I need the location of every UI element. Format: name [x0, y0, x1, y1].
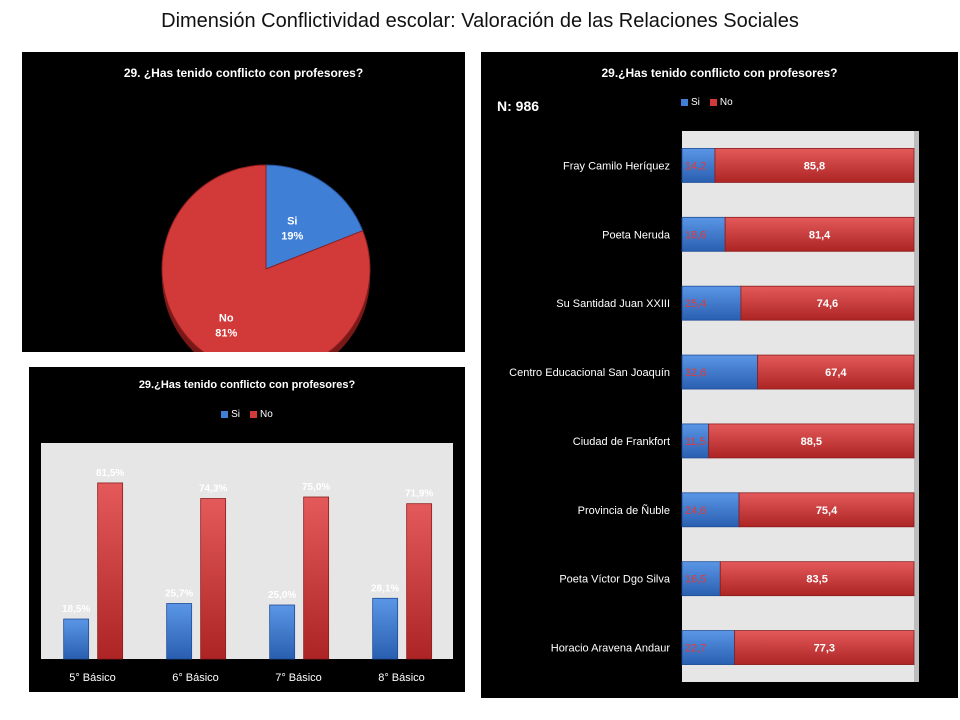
grade-chart-legend: Si No: [29, 409, 465, 420]
bar-no-2: [200, 498, 227, 660]
bar-no-3: [740, 285, 915, 321]
grade-tick-label: 5° Básico: [69, 672, 116, 684]
bar-no-4: [406, 503, 433, 660]
grade-tick-label: 6° Básico: [172, 672, 219, 684]
pie-chart-title: 29. ¿Has tenido conflicto con profesores…: [123, 66, 364, 80]
school-category-label: Ciudad de Frankfort: [573, 436, 670, 448]
school-bar-chart: 14,2 85,8 Fray Camilo Heríquez 18,6 81,4 Poet…: [509, 131, 919, 682]
legend-swatch-no: [709, 99, 717, 106]
bar-si-3: [681, 285, 742, 321]
pie-value-si: 19%: [281, 230, 303, 242]
legend-label-no: No: [260, 409, 273, 420]
bar-value-si-3: 25,0%: [268, 590, 296, 601]
school-category-label: Poeta Neruda: [602, 229, 671, 241]
bar-si-6: [681, 492, 740, 528]
bar-si-2: [166, 603, 193, 660]
school-category-label: Poeta Víctor Dgo Silva: [559, 574, 671, 586]
sample-size-label: N: 986: [497, 98, 540, 114]
bar-si-1: [681, 148, 716, 183]
school-category-label: Centro Educacional San Joaquín: [509, 367, 670, 379]
school-category-label: Fray Camilo Heríquez: [563, 160, 670, 172]
bar-value-no-2: 74,3%: [199, 484, 227, 495]
bar-si-4: [372, 597, 399, 660]
school-category-label: Su Santidad Juan XXIII: [556, 298, 670, 310]
school-plot-side: [914, 131, 919, 682]
school-chart-title: 29.¿Has tenido conflicto con profesores?: [601, 66, 838, 80]
grade-chart-title: 29.¿Has tenido conflicto con profesores?: [138, 379, 356, 391]
grade-bar-chart: 18,5% 81,5% 5° Básico 25,7% 74,3% 6° Básico 25…: [41, 443, 453, 684]
bar-value-no-1: 85,8: [804, 160, 825, 172]
grade-tick-label: 8° Básico: [378, 672, 425, 684]
legend-label-no: No: [719, 97, 733, 108]
legend-label-si: Si: [231, 409, 241, 420]
school-bar-chart-panel: 29.¿Has tenido conflicto con profesores?…: [481, 52, 958, 698]
legend-swatch-si: [681, 99, 688, 106]
bar-si-4: [681, 354, 759, 390]
legend-item-si: Si: [221, 409, 240, 420]
legend-swatch-no: [250, 411, 258, 418]
bar-value-si-4: 32,6: [685, 367, 706, 379]
bar-si-8: [681, 630, 736, 665]
bar-no-2: [724, 216, 915, 252]
pie-chart-panel: 29. ¿Has tenido conflicto con profesores…: [22, 52, 465, 352]
bar-no-8: [734, 630, 915, 665]
bar-si-2: [681, 216, 726, 252]
bar-value-si-6: 24,6: [685, 505, 706, 517]
bar-value-no-5: 88,5: [801, 436, 822, 448]
bar-no-7: [719, 561, 915, 597]
legend-item-si: Si: [681, 97, 700, 108]
grade-tick-label: 7° Básico: [275, 672, 322, 684]
legend-item-no: No: [709, 97, 733, 108]
bar-no-5: [708, 423, 915, 459]
bar-value-no-3: 75,0%: [302, 482, 330, 493]
bar-value-si-5: 11,5: [685, 436, 706, 448]
bar-value-si-7: 16,5: [685, 574, 706, 586]
bar-no-4: [757, 354, 915, 390]
bar-value-no-4: 71,9%: [405, 489, 433, 500]
bar-value-si-2: 25,7%: [165, 588, 193, 599]
legend-swatch-si: [221, 411, 229, 418]
bar-value-si-4: 28,1%: [371, 583, 399, 594]
bar-si-7: [681, 561, 721, 597]
pie-label-si: Si: [287, 215, 297, 227]
bar-value-no-4: 67,4: [825, 367, 847, 379]
pie-slice-no: [161, 164, 371, 352]
bar-value-no-2: 81,4: [809, 229, 831, 241]
bar-value-no-7: 83,5: [806, 574, 827, 586]
bar-si-1: [63, 618, 90, 660]
bar-value-si-2: 18,6: [685, 229, 706, 241]
grade-bar-chart-panel: 29.¿Has tenido conflicto con profesores?…: [29, 367, 465, 692]
bar-si-5: [681, 423, 710, 459]
pie-slice-si: [265, 164, 364, 270]
bar-no-1: [97, 482, 124, 660]
school-chart-legend: Si No: [681, 97, 733, 108]
bar-no-1: [714, 148, 915, 183]
bar-no-6: [738, 492, 915, 528]
pie-chart: Si 19% No 81%: [161, 164, 371, 352]
school-plot-area: [682, 131, 914, 682]
pie-value-no: 81%: [215, 327, 237, 339]
bar-si-3: [269, 604, 296, 660]
bar-value-si-3: 25,4: [685, 298, 706, 310]
pie-label-no: No: [219, 312, 234, 324]
legend-label-si: Si: [691, 97, 700, 108]
page-title: Dimensión Conflictividad escolar: Valora…: [161, 10, 799, 32]
school-category-label: Provincia de Ñuble: [578, 504, 670, 517]
bar-no-3: [303, 496, 330, 660]
bar-value-si-1: 18,5%: [62, 604, 90, 615]
bar-value-no-6: 75,4: [816, 505, 838, 517]
bar-value-si-1: 14,2: [685, 160, 706, 172]
school-category-label: Horacio Aravena Andaur: [551, 643, 671, 655]
bar-value-no-1: 81,5%: [96, 468, 124, 479]
bar-value-si-8: 22,7: [685, 643, 706, 655]
bar-value-no-3: 74,6: [817, 298, 838, 310]
bar-value-no-8: 77,3: [814, 643, 835, 655]
legend-item-no: No: [250, 409, 273, 420]
